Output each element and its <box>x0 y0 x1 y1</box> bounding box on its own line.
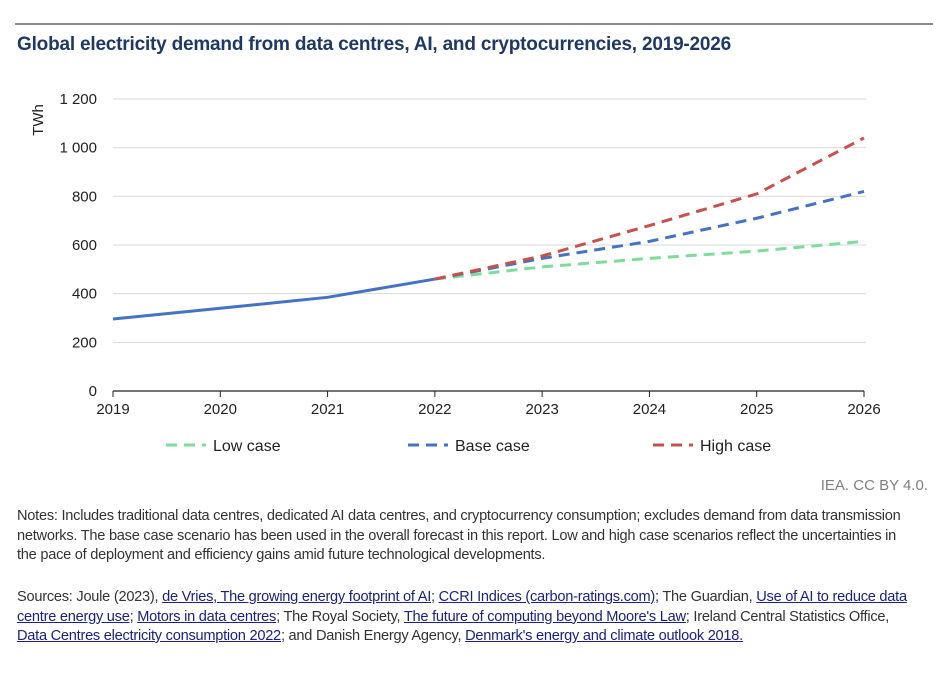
x-tick-label: 2024 <box>633 401 666 418</box>
source-link[interactable]: Motors in data centres <box>137 608 277 625</box>
top-rule <box>15 23 933 25</box>
notes-text: Notes: Includes traditional data centres… <box>17 508 901 563</box>
y-tick-label: 200 <box>72 334 97 351</box>
source-link[interactable]: de Vries, The growing energy footprint o… <box>162 589 432 605</box>
credit-text: IEA. CC BY 4.0. <box>820 477 928 494</box>
source-link[interactable]: Use of AI to reduce data centre energy u… <box>17 589 907 625</box>
series-line-high-case <box>434 136 865 281</box>
source-link[interactable]: CCRI Indices (carbon-ratings.com); <box>438 589 659 605</box>
legend-label: Low case <box>213 438 281 455</box>
source-text: ; and Danish Energy Agency, <box>280 628 466 644</box>
x-tick-label: 2021 <box>311 401 344 418</box>
y-tick-label: 600 <box>72 237 97 254</box>
y-tick-label: 0 <box>89 383 97 400</box>
source-text: ; Ireland Central Statistics Office, <box>685 608 890 625</box>
line-chart: 0 200 400 600 800 1 000 1 200 TWh 2019 2020 2021 20… <box>30 91 881 455</box>
x-tick-label: 2019 <box>96 401 129 418</box>
source-text: ; <box>431 589 439 605</box>
y-tick-label: 800 <box>72 188 97 205</box>
sources-text: Sources: Joule (2023), de Vries, The gro… <box>17 588 917 647</box>
source-link[interactable]: Denmark's energy and climate outlook 201… <box>465 628 743 644</box>
source-link[interactable]: The future of computing beyond Moore's L… <box>403 608 686 625</box>
source-link[interactable]: Data Centres electricity consumption 202… <box>17 628 281 644</box>
y-axis-label: TWh <box>30 104 47 136</box>
y-tick-label: 400 <box>72 286 97 303</box>
source-text: The Guardian, <box>658 589 757 605</box>
y-tick-label: 1 000 <box>59 140 97 157</box>
historical-line <box>112 277 436 321</box>
x-tick-label: 2022 <box>418 401 451 418</box>
x-tick-label: 2026 <box>847 401 880 418</box>
x-tick-label: 2025 <box>740 401 773 418</box>
legend-label: Base case <box>455 438 530 455</box>
x-tick-label: 2020 <box>204 401 237 418</box>
legend-label: High case <box>700 438 771 455</box>
series-line-low-case <box>434 239 865 281</box>
y-tick-label: 1 200 <box>59 91 97 108</box>
source-text: ; The Royal Society, <box>276 608 404 625</box>
source-text: Sources: Joule (2023), <box>17 589 163 605</box>
chart-title: Global electricity demand from data cent… <box>17 34 732 55</box>
x-tick-label: 2023 <box>525 401 558 418</box>
series-line-base-case <box>434 190 865 281</box>
